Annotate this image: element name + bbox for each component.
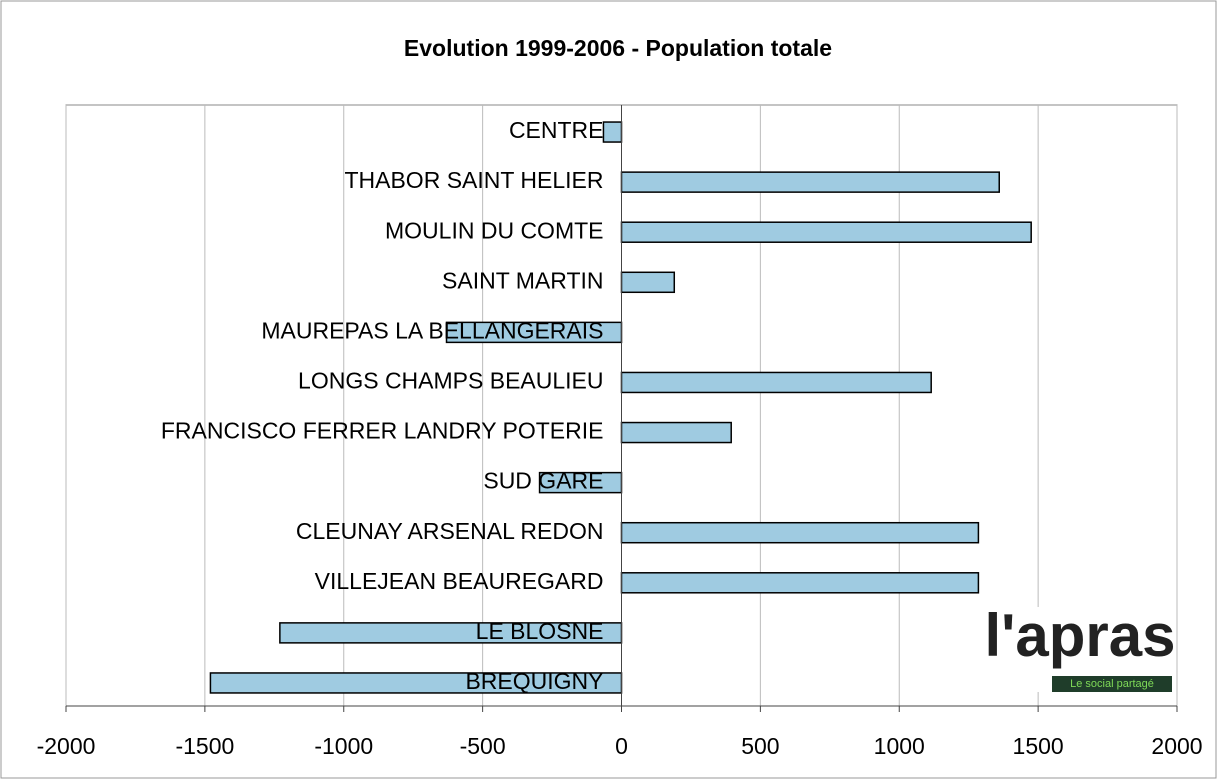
y-tick-label: SUD GARE bbox=[483, 468, 603, 494]
bar bbox=[620, 221, 1032, 243]
x-tick-label: 1000 bbox=[874, 733, 925, 759]
x-tick-label: 500 bbox=[741, 733, 779, 759]
logo: l'apras Le social partagé bbox=[984, 602, 1176, 692]
y-tick-label: FRANCISCO FERRER LANDRY POTERIE bbox=[161, 418, 604, 444]
y-tick-label: LONGS CHAMPS BEAULIEU bbox=[298, 368, 603, 394]
logo-name: l'apras bbox=[984, 602, 1175, 669]
bar bbox=[620, 521, 980, 544]
x-tick-label: 2000 bbox=[1151, 733, 1202, 759]
logo-tagline: Le social partagé bbox=[1070, 678, 1154, 690]
logo-tag-bg bbox=[1052, 676, 1172, 692]
y-tick-label: LE BLOSNE bbox=[476, 618, 604, 644]
chart-title: Evolution 1999-2006 - Population totale bbox=[404, 35, 832, 61]
x-tick-label: 0 bbox=[615, 733, 628, 759]
y-tick-label: THABOR SAINT HELIER bbox=[344, 167, 603, 193]
y-tick-label: SAINT MARTIN bbox=[442, 267, 603, 293]
y-tick-label: MOULIN DU COMTE bbox=[385, 217, 604, 243]
x-tick-label: -1500 bbox=[175, 733, 234, 759]
bar bbox=[620, 371, 932, 394]
bar bbox=[620, 171, 1000, 193]
y-tick-label: VILLEJEAN BEAUREGARD bbox=[315, 568, 604, 594]
y-tick-label: CLEUNAY ARSENAL REDON bbox=[296, 518, 604, 544]
x-tick-label: -1000 bbox=[314, 733, 373, 759]
x-tick-label: 1500 bbox=[1013, 733, 1064, 759]
bar bbox=[620, 572, 980, 594]
y-tick-label: BREQUIGNY bbox=[465, 668, 603, 694]
y-tick-label: CENTRE bbox=[509, 117, 604, 143]
x-tick-label: -500 bbox=[460, 733, 506, 759]
y-tick-label: MAUREPAS LA BELLANGERAIS bbox=[261, 317, 603, 343]
x-tick-label: -2000 bbox=[37, 733, 96, 759]
bar bbox=[602, 121, 623, 143]
bar bbox=[620, 421, 732, 444]
bar bbox=[620, 271, 676, 294]
